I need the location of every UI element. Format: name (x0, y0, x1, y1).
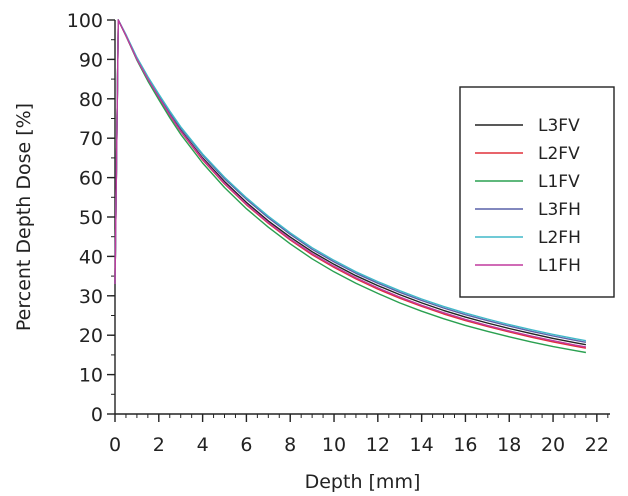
y-axis-title: Percent Depth Dose [%] (13, 103, 35, 331)
legend-label-l1fv: L1FV (538, 172, 580, 192)
x-axis-ticks: 0 2 4 6 8 10 12 14 16 18 20 22 (109, 414, 609, 456)
y-tick-label: 100 (67, 10, 103, 32)
x-tick-label: 6 (240, 434, 252, 456)
legend-label-l3fh: L3FH (538, 200, 581, 220)
legend: L3FV L2FV L1FV L3FH L2FH L1FH (459, 86, 615, 298)
series-line-l1fv (114, 19, 587, 354)
x-tick-label: 16 (453, 434, 477, 456)
x-tick-label: 8 (284, 434, 296, 456)
y-tick-label: 20 (79, 325, 103, 347)
x-tick-label: 22 (585, 434, 609, 456)
y-tick-label: 80 (79, 89, 103, 111)
y-tick-label: 10 (79, 365, 103, 387)
series-line-l2fh (114, 19, 587, 342)
y-tick-label: 0 (91, 404, 103, 426)
legend-label-l2fh: L2FH (538, 228, 581, 248)
legend-label-l2fv: L2FV (538, 144, 580, 164)
legend-box (459, 86, 615, 298)
x-tick-label: 12 (366, 434, 390, 456)
legend-label-l3fv: L3FV (538, 116, 580, 136)
x-tick-label: 14 (410, 434, 434, 456)
y-tick-label: 30 (79, 286, 103, 308)
x-tick-label: 2 (153, 434, 165, 456)
x-tick-label: 10 (322, 434, 346, 456)
x-tick-label: 20 (541, 434, 565, 456)
x-axis-title: Depth [mm] (305, 471, 421, 493)
y-axis-ticks: 0 10 20 30 40 50 60 70 80 90 100 (67, 10, 115, 426)
x-tick-label: 0 (109, 434, 121, 456)
y-tick-label: 50 (79, 207, 103, 229)
legend-label-l1fh: L1FH (538, 256, 581, 276)
x-tick-label: 4 (197, 434, 209, 456)
x-tick-label: 18 (497, 434, 521, 456)
series-line-l1fh (114, 19, 587, 348)
y-tick-label: 70 (79, 128, 103, 150)
series-lines (114, 19, 587, 354)
y-tick-label: 60 (79, 168, 103, 190)
y-tick-label: 40 (79, 246, 103, 268)
y-tick-label: 90 (79, 49, 103, 71)
